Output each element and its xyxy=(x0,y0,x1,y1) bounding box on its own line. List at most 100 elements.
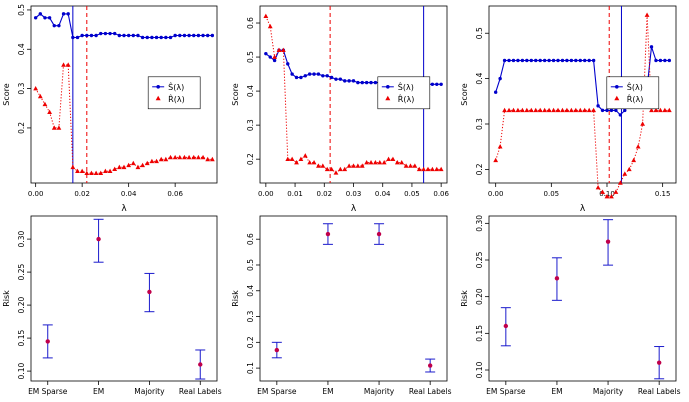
series-s-point xyxy=(538,58,542,63)
series-r-point xyxy=(381,159,387,165)
y-tick-label: 0.4 xyxy=(17,43,26,55)
series-s-point xyxy=(435,82,439,86)
series-r-point xyxy=(351,163,356,168)
mean-point xyxy=(605,239,611,244)
series-s-point xyxy=(605,108,609,113)
x-tick-label: EM Sparse xyxy=(257,387,297,396)
x-tick-label: 0.02 xyxy=(316,190,332,198)
series-s-point xyxy=(583,58,587,63)
x-tick-label: 0.03 xyxy=(346,190,362,198)
series-r-point xyxy=(42,101,48,107)
series-s-point xyxy=(201,33,205,38)
series-s-point xyxy=(516,58,520,63)
series-s-point xyxy=(33,16,38,20)
mean-point xyxy=(274,347,280,353)
series-r-point xyxy=(47,109,52,114)
series-s-point xyxy=(71,35,75,40)
series-r-point xyxy=(158,156,164,162)
y-tick-label: 0.25 xyxy=(475,251,484,268)
series-r-point xyxy=(121,164,127,170)
series-s-point xyxy=(75,35,80,40)
series-r-point xyxy=(515,107,521,113)
series-s-point xyxy=(182,33,187,38)
series-r-point xyxy=(329,166,334,172)
series-s-point xyxy=(159,35,163,40)
y-axis-label: Score xyxy=(231,83,240,105)
series-r-point xyxy=(524,107,530,113)
series-r-point xyxy=(342,166,348,172)
series-s-point xyxy=(507,58,511,63)
y-tick-label: 0.5 xyxy=(17,4,26,16)
series-r-point xyxy=(130,160,136,166)
mean-point xyxy=(198,362,203,367)
series-r-point xyxy=(377,159,383,165)
mean-point xyxy=(376,231,382,237)
series-r-point xyxy=(61,62,66,67)
series-s-point xyxy=(117,33,122,38)
series-r-point xyxy=(311,159,317,165)
y-tick-label: 0.6 xyxy=(246,233,255,245)
series-s-point xyxy=(43,16,47,20)
series-s-point xyxy=(369,80,373,85)
series-r-point xyxy=(75,168,80,173)
y-tick-label: 0.4 xyxy=(475,72,484,84)
x-tick-label: EM xyxy=(551,387,562,396)
series-r-point xyxy=(163,156,169,162)
series-s-point xyxy=(89,33,94,38)
x-tick-label: Real Labels xyxy=(409,387,452,396)
series-s-point xyxy=(85,33,89,38)
series-s-point xyxy=(658,58,663,63)
series-r-point xyxy=(359,163,365,168)
series-s-point xyxy=(430,82,435,86)
series-s-point xyxy=(560,58,565,63)
series-r-point xyxy=(70,164,76,170)
series-r-point xyxy=(586,107,592,113)
y-tick-label: 0.1 xyxy=(246,362,255,374)
series-s-point xyxy=(47,16,52,20)
series-r-point xyxy=(613,189,619,194)
x-tick-label: 0.04 xyxy=(375,190,391,198)
series-s-point xyxy=(136,33,140,38)
series-s-point xyxy=(591,58,596,63)
series-r-point xyxy=(434,166,440,172)
series-r-point xyxy=(263,13,269,19)
series-r-point xyxy=(622,171,628,176)
x-tick-label: 0.02 xyxy=(74,190,90,198)
series-r-point xyxy=(390,156,396,161)
y-axis-label: Score xyxy=(460,83,469,105)
series-r-point xyxy=(346,163,352,168)
series-r-point xyxy=(168,154,173,160)
mean-point xyxy=(45,339,50,344)
series-r-point xyxy=(640,121,646,126)
series-s-point xyxy=(286,62,290,66)
plot-frame xyxy=(488,215,677,382)
series-r-point xyxy=(135,164,141,170)
series-r-point xyxy=(560,107,565,113)
series-r-point xyxy=(394,159,400,165)
series-s-point xyxy=(587,58,591,63)
series-s-point xyxy=(113,31,117,36)
series-s-point xyxy=(52,23,56,28)
series-r-point xyxy=(177,154,183,160)
series-r-point xyxy=(416,166,422,172)
y-tick-label: 0.3 xyxy=(17,82,26,94)
y-tick-label: 0.2 xyxy=(475,163,484,175)
series-s-point xyxy=(294,75,299,80)
series-s-point xyxy=(307,72,312,76)
series-s-point xyxy=(439,82,443,86)
series-r-point xyxy=(56,125,62,130)
x-tick-label: Majority xyxy=(364,387,395,396)
y-tick-label: 0.20 xyxy=(17,297,26,314)
series-r-point xyxy=(103,168,108,173)
legend-s-label: Ŝ(λ) xyxy=(398,81,414,92)
series-r-point xyxy=(542,107,548,113)
series-r-point xyxy=(425,166,431,172)
series-r-point xyxy=(577,107,583,113)
series-r-point xyxy=(320,163,326,168)
series-s-point xyxy=(140,35,145,40)
x-tick-label: 0.00 xyxy=(28,190,44,198)
series-s-point xyxy=(210,33,215,38)
series-r-point xyxy=(116,164,122,170)
series-s-point xyxy=(178,33,182,38)
